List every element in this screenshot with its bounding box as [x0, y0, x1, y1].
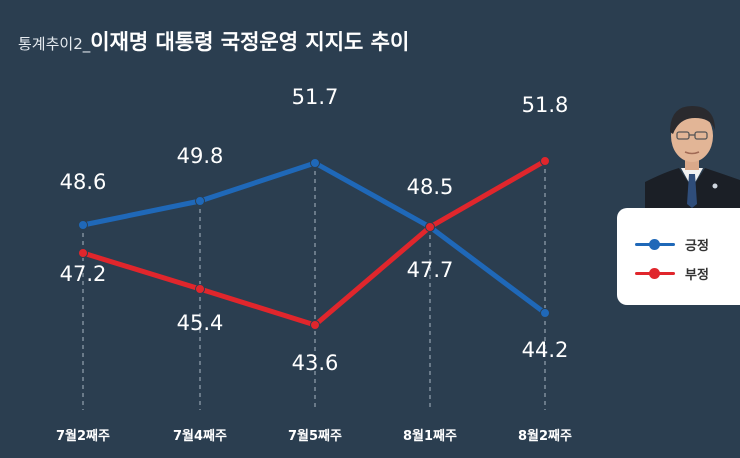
series-line-positive — [80, 160, 548, 316]
legend-label-positive: 긍정 — [685, 239, 709, 254]
data-label: 48.6 — [60, 170, 107, 194]
data-point — [195, 284, 205, 294]
data-label: 45.4 — [177, 311, 224, 335]
series-line-negative — [80, 158, 548, 328]
legend-marker-positive — [649, 239, 660, 250]
data-point — [78, 220, 88, 230]
data-point — [540, 308, 550, 318]
data-point — [540, 156, 550, 166]
data-point — [195, 196, 205, 206]
data-label: 49.8 — [177, 144, 224, 168]
data-point — [310, 320, 320, 330]
portrait-photo — [645, 106, 740, 208]
data-label: 51.7 — [292, 85, 339, 109]
data-point — [310, 158, 320, 168]
data-point — [425, 222, 435, 232]
x-tick-label: 8월1째주 — [403, 428, 457, 444]
x-tick-label: 7월4째주 — [173, 428, 227, 444]
data-label: 43.6 — [292, 351, 339, 375]
x-tick-label: 7월5째주 — [288, 428, 342, 444]
data-label: 51.8 — [522, 93, 569, 117]
data-label: 47.2 — [60, 262, 107, 286]
data-label: 47.7 — [407, 258, 454, 282]
data-label: 48.5 — [407, 175, 454, 199]
chart-title: 통계추이2_이재명 대통령 국정운영 지지도 추이 — [18, 26, 409, 56]
title-main: 이재명 대통령 국정운영 지지도 추이 — [90, 30, 410, 54]
data-point — [78, 248, 88, 258]
x-tick-label: 7월2째주 — [56, 428, 110, 444]
legend-item-negative: 부정 — [617, 263, 740, 283]
legend-marker-negative — [649, 268, 660, 279]
legend-box: 긍정 부정 — [617, 208, 740, 305]
title-prefix: 통계추이2_ — [18, 35, 91, 53]
legend-item-positive: 긍정 — [617, 234, 740, 254]
x-tick-label: 8월2째주 — [518, 428, 572, 444]
legend-label-negative: 부정 — [685, 268, 709, 283]
data-label: 44.2 — [522, 338, 569, 362]
